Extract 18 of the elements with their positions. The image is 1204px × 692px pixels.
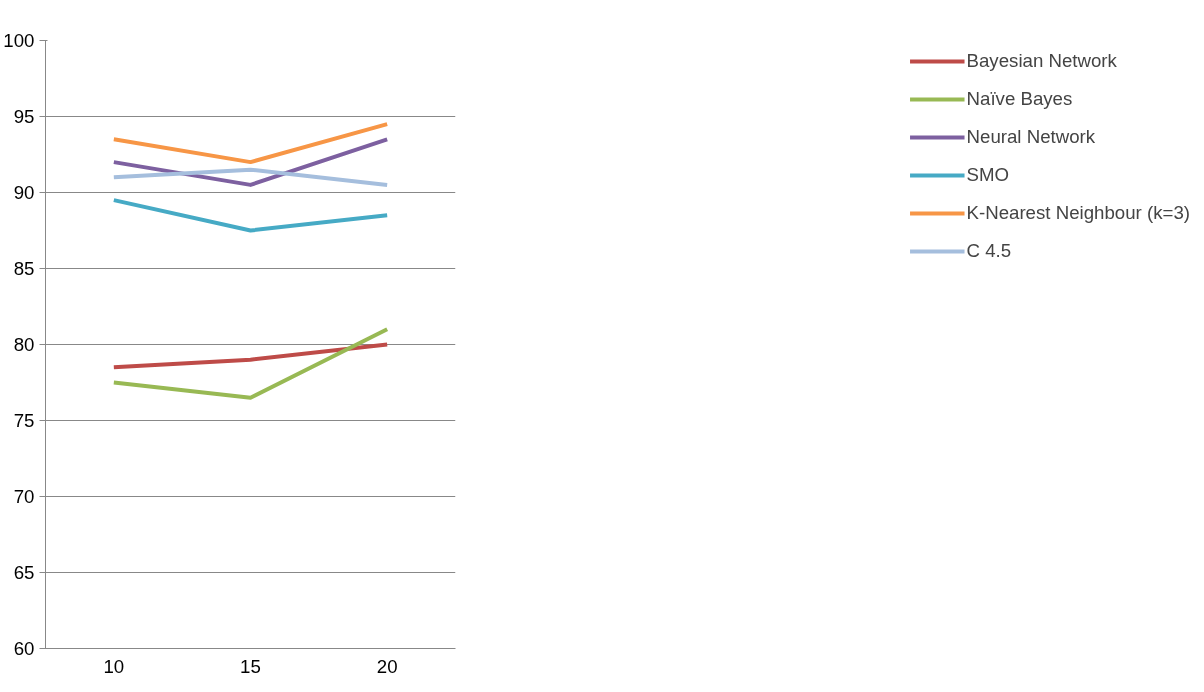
legend-label: Neural Network <box>966 126 1096 148</box>
y-tick-label: 65 <box>13 562 35 583</box>
y-tick-label: 90 <box>13 182 35 203</box>
y-tick-label: 80 <box>13 334 35 355</box>
legend-label: SMO <box>966 164 1010 186</box>
legend-label: Bayesian Network <box>966 50 1117 72</box>
legend-label: C 4.5 <box>966 240 1012 262</box>
y-tick-label: 85 <box>13 258 35 279</box>
y-tick-label: 75 <box>13 410 35 431</box>
y-tick-label: 100 <box>3 30 35 51</box>
x-tick-label: 15 <box>240 655 261 677</box>
legend-label: K-Nearest Neighbour (k=3) <box>966 202 1190 224</box>
legend-label: Naïve Bayes <box>966 88 1073 110</box>
x-tick-label: 20 <box>376 655 398 677</box>
y-tick-label: 60 <box>13 638 35 659</box>
y-tick-label: 70 <box>13 486 35 507</box>
x-tick-label: 10 <box>103 655 125 677</box>
y-tick-label: 95 <box>13 106 35 127</box>
